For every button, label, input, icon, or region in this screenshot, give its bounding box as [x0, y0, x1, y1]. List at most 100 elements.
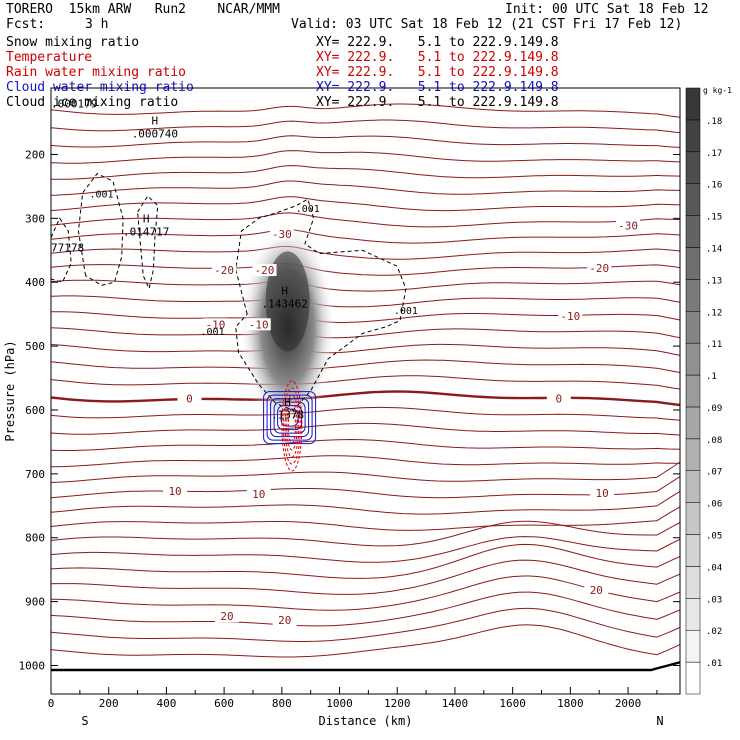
- temperature-isotherm: [51, 359, 680, 373]
- label-background: [246, 488, 271, 501]
- model-title: TORERO 15km ARW Run2 NCAR/MMM: [6, 2, 280, 17]
- isotherm-label: -20: [255, 264, 275, 277]
- y-tick-label: 500: [25, 340, 45, 353]
- extremum-value: .000740: [132, 128, 178, 141]
- colorbar-bin: [685, 183, 701, 216]
- temperature-isotherm: [51, 343, 680, 356]
- colorbar-label: .18: [706, 117, 722, 127]
- high-mark: H: [281, 284, 288, 297]
- rain-contour: [287, 408, 297, 444]
- colorbar-bin: [685, 629, 701, 663]
- temperature-isotherm: [51, 607, 680, 642]
- label-background: [590, 486, 615, 499]
- colorbar-bin: [685, 342, 701, 376]
- colorbar-label: .07: [706, 468, 722, 478]
- colorbar-bin: [685, 87, 701, 121]
- y-tick-label: 900: [25, 596, 45, 609]
- label-background: [215, 610, 240, 623]
- colorbar-label: .1: [706, 372, 717, 382]
- label-background: [212, 263, 237, 276]
- temperature-isotherm: [51, 263, 680, 276]
- label-background: [203, 318, 228, 331]
- temperature-isotherm: [51, 490, 680, 515]
- x-tick-label: 800: [272, 697, 292, 710]
- init-time: Init: 00 UTC Sat 18 Feb 12: [505, 2, 709, 17]
- colorbar-bin: [685, 311, 701, 344]
- isotherm-label: -30: [618, 219, 638, 232]
- isotherm-label: 10: [595, 487, 608, 500]
- high-mark: H: [284, 396, 291, 409]
- isotherm-label: 20: [278, 614, 291, 627]
- temperature-isotherm: [51, 295, 680, 308]
- temperature-isotherm: [51, 476, 680, 499]
- label-background: [177, 392, 202, 405]
- x-tick-label: 1600: [499, 697, 526, 710]
- colorbar-label: .11: [706, 340, 722, 350]
- x-tick-label: 2000: [615, 697, 642, 710]
- isotherm-label: 0: [186, 392, 193, 405]
- colorbar-bin: [685, 406, 701, 440]
- temperature-isotherm: [51, 246, 680, 260]
- colorbar-bin: [685, 502, 701, 535]
- cloud-water-contour: [273, 401, 306, 434]
- temperature-isotherm: [51, 536, 680, 563]
- x-tick-label: 0: [48, 697, 55, 710]
- colorbar-bin: [685, 470, 701, 503]
- colorbar-label: .17: [706, 149, 722, 159]
- label-background: [272, 614, 297, 627]
- temperature-isotherm: [51, 406, 680, 421]
- temperature-isotherm: [51, 135, 680, 148]
- colorbar-label: .08: [706, 436, 722, 446]
- temperature-isotherm: [51, 311, 680, 324]
- label-background: [546, 392, 571, 405]
- colorbar-label: .02: [706, 627, 722, 637]
- colorbar-bin: [685, 534, 701, 567]
- colorbar-label: .15: [706, 213, 722, 223]
- isotherm-label: 0: [556, 392, 563, 405]
- colorbar-bin: [685, 598, 701, 631]
- y-tick-label: 200: [25, 148, 45, 161]
- colorbar-label: .03: [706, 595, 722, 605]
- temperature-isotherm: [51, 624, 680, 658]
- temperature-isotherm: [51, 390, 680, 407]
- cloud-ice-contour: [137, 195, 159, 291]
- temperature-isotherm: [51, 165, 680, 180]
- colorbar-bin: [685, 566, 701, 599]
- colorbar-label: .14: [706, 244, 722, 254]
- rain-contour: [281, 380, 303, 472]
- legend-temperature-xy: XY= 222.9. 5.1 to 222.9.149.8: [316, 50, 559, 65]
- high-mark: H: [143, 212, 150, 225]
- x-tick-label: 600: [214, 697, 234, 710]
- isotherm-label: 10: [168, 485, 181, 498]
- temperature-isotherm: [51, 438, 680, 451]
- isotherm-label: 20: [220, 610, 233, 623]
- temperature-isotherm: [51, 327, 680, 339]
- y-tick-label: 300: [25, 212, 45, 225]
- temperature-isotherm: [51, 559, 680, 595]
- temperature-isotherm: [51, 212, 680, 228]
- colorbar-label: .05: [706, 532, 722, 542]
- forecast-hour: 3 h: [85, 17, 109, 32]
- isotherm-label: -10: [249, 318, 269, 331]
- cloud-ice-contour: [51, 217, 72, 283]
- colorbar-bin: [685, 279, 701, 312]
- temperature-isotherm: [51, 520, 680, 547]
- colorbar-label: .12: [706, 308, 722, 318]
- x-tick-label: 200: [99, 697, 119, 710]
- y-tick-label: 600: [25, 404, 45, 417]
- temperature-isotherm: [51, 375, 680, 390]
- label-background: [616, 219, 641, 232]
- y-axis-title: Pressure (hPa): [3, 340, 17, 441]
- colorbar-unit: g kg-1: [703, 86, 732, 95]
- colorbar-label: .09: [706, 404, 722, 414]
- colorbar-label: .04: [706, 563, 722, 573]
- y-tick-label: 400: [25, 276, 45, 289]
- colorbar-label: .01: [706, 659, 722, 669]
- label-background: [558, 309, 583, 322]
- colorbar-label: .13: [706, 276, 722, 286]
- label-background: [587, 262, 612, 275]
- temperature-isotherm: [51, 103, 680, 118]
- rain-contour: [286, 401, 298, 451]
- rain-contour: [283, 387, 301, 465]
- ice-contour-label: .001: [201, 327, 225, 338]
